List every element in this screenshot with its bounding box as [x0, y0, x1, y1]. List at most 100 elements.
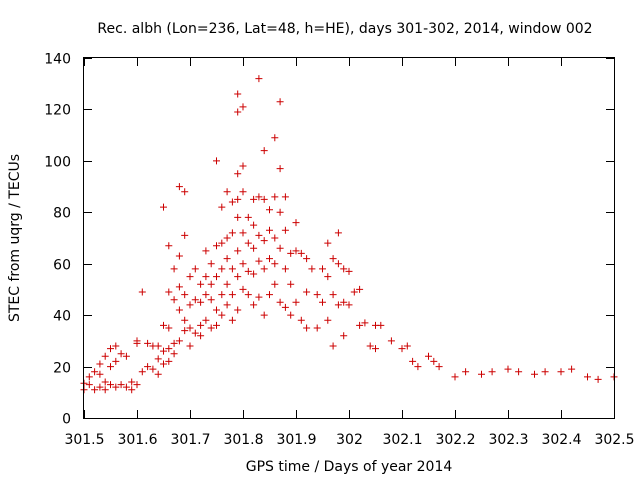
data-point	[462, 368, 470, 376]
data-point	[324, 239, 332, 247]
x-axis-ticks: 301.5 301.6 301.7 301.8 301.9 302 302.1 302.2 30…	[64, 58, 635, 448]
data-point	[557, 368, 565, 376]
data-point	[303, 324, 311, 332]
data-point	[266, 226, 273, 234]
data-point	[128, 378, 136, 386]
data-point	[213, 242, 220, 250]
x-tick-label: 302.5	[594, 432, 634, 448]
data-point	[372, 345, 379, 353]
data-point	[266, 255, 273, 263]
data-point	[117, 350, 125, 358]
data-point	[260, 147, 268, 155]
data-point	[197, 280, 205, 288]
y-tick-label: 80	[53, 206, 71, 222]
data-point	[250, 270, 258, 278]
data-point	[313, 324, 321, 332]
x-axis-label: GPS time / Days of year 2014	[246, 459, 453, 475]
data-point	[234, 306, 242, 314]
data-point	[218, 239, 226, 247]
data-point	[107, 345, 114, 353]
data-point	[303, 288, 311, 296]
data-point	[266, 206, 273, 214]
data-point	[223, 301, 231, 309]
x-tick-label: 301.9	[276, 432, 316, 448]
data-point	[239, 103, 247, 111]
data-point	[387, 337, 395, 345]
data-point	[175, 283, 183, 291]
data-point	[213, 157, 220, 165]
data-point	[170, 350, 178, 358]
data-point	[85, 381, 93, 389]
data-point	[356, 285, 364, 293]
data-point	[350, 288, 358, 296]
data-point	[228, 198, 236, 206]
data-point	[504, 365, 512, 373]
data-point	[234, 247, 242, 255]
data-point	[244, 267, 252, 275]
data-point	[281, 303, 289, 311]
data-point	[276, 165, 284, 173]
data-point	[170, 265, 178, 273]
data-point	[138, 288, 146, 296]
data-point	[366, 342, 374, 350]
data-point	[234, 195, 242, 203]
data-point	[154, 342, 162, 350]
data-point	[260, 311, 268, 319]
data-point	[96, 383, 104, 391]
data-point	[112, 383, 120, 391]
data-point	[292, 298, 300, 306]
data-point	[223, 280, 231, 288]
x-tick-label: 302.1	[382, 432, 422, 448]
data-point	[207, 260, 215, 268]
data-point	[228, 291, 236, 299]
x-tick-label: 301.6	[117, 432, 157, 448]
data-point	[340, 265, 348, 273]
data-point	[319, 298, 326, 306]
data-point	[255, 293, 263, 301]
data-point	[154, 355, 162, 363]
data-point	[107, 363, 114, 371]
data-point	[409, 357, 417, 365]
data-point	[250, 221, 258, 229]
data-point	[202, 273, 210, 281]
data-point	[324, 316, 332, 324]
data-point	[191, 265, 199, 273]
data-point	[297, 316, 305, 324]
data-point	[218, 265, 226, 273]
data-point	[133, 339, 141, 347]
data-point	[239, 229, 247, 237]
data-point	[91, 386, 99, 394]
data-point	[165, 357, 173, 365]
data-point	[271, 260, 279, 268]
data-point	[186, 301, 194, 309]
data-point	[276, 244, 284, 252]
data-point	[276, 298, 284, 306]
data-point	[271, 134, 279, 142]
chart-title: Rec. albh (Lon=236, Lat=48, h=HE), days …	[97, 21, 592, 37]
y-tick-label: 60	[53, 258, 71, 274]
data-point	[181, 291, 189, 299]
data-point	[149, 365, 157, 373]
data-point	[488, 368, 496, 376]
data-point	[239, 162, 247, 170]
data-point	[170, 339, 178, 347]
data-point	[213, 321, 220, 329]
data-point	[202, 247, 210, 255]
data-point	[313, 291, 321, 299]
data-point	[218, 291, 226, 299]
data-point	[345, 301, 353, 309]
data-point	[361, 319, 369, 327]
data-point	[281, 265, 289, 273]
data-point	[186, 324, 194, 332]
data-point	[154, 370, 162, 378]
data-point	[112, 357, 120, 365]
x-tick-label: 302.4	[541, 432, 581, 448]
data-point	[181, 231, 189, 239]
data-point	[260, 265, 268, 273]
x-tick-label: 301.8	[223, 432, 263, 448]
data-point	[266, 291, 273, 299]
data-point	[250, 195, 258, 203]
data-point	[356, 321, 364, 329]
